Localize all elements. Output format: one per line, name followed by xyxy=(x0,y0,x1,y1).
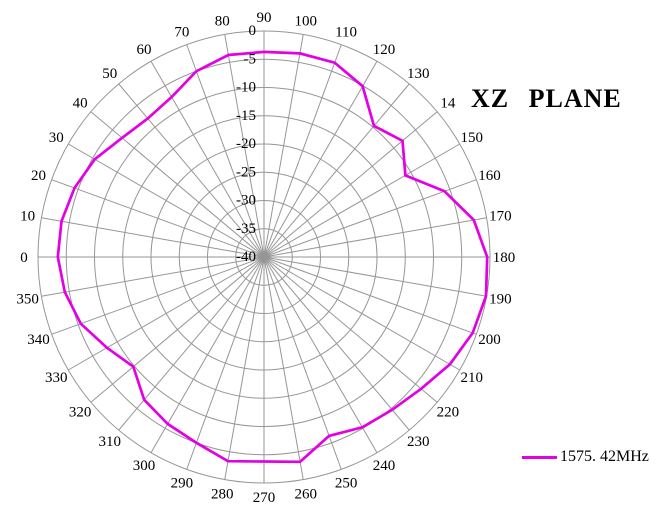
legend-line-swatch xyxy=(522,455,557,459)
legend-frequency-label: 1575. 42MHz xyxy=(560,448,649,465)
grid-spoke xyxy=(263,256,438,403)
angle-label: 40 xyxy=(73,96,88,112)
grid-spoke xyxy=(263,256,304,480)
angle-label: 230 xyxy=(407,434,430,450)
angle-label: 90 xyxy=(257,10,272,26)
angle-label: 290 xyxy=(171,476,194,492)
angle-label: 250 xyxy=(335,476,358,492)
angle-label: 210 xyxy=(461,370,484,386)
grid-spoke xyxy=(263,111,438,258)
db-tick-label: -15 xyxy=(236,108,256,124)
db-tick-label: -40 xyxy=(236,249,256,265)
angle-label: 130 xyxy=(407,66,430,82)
angle-label: 30 xyxy=(49,130,64,146)
grid-spoke xyxy=(41,217,265,258)
angle-label: 200 xyxy=(478,332,501,348)
grid-spoke xyxy=(118,256,265,431)
angle-label: 170 xyxy=(489,208,512,224)
angle-label: 270 xyxy=(253,490,276,506)
grid-spoke xyxy=(118,83,265,258)
grid-spoke xyxy=(263,256,487,297)
grid-spoke xyxy=(263,34,304,258)
grid-spoke xyxy=(224,256,265,480)
angle-label: 160 xyxy=(478,168,501,184)
grid-spoke xyxy=(263,44,342,258)
angle-label: 0 xyxy=(20,250,28,266)
grid-spoke xyxy=(68,256,265,371)
grid-spoke xyxy=(263,61,378,258)
radiation-pattern-curve xyxy=(56,50,489,464)
angle-label: 14 xyxy=(440,96,456,112)
grid-spoke xyxy=(41,256,265,297)
angle-label: 240 xyxy=(373,458,396,474)
legend: 1575. 42MHz xyxy=(522,448,649,466)
grid-spoke xyxy=(51,179,265,258)
grid-spoke xyxy=(263,256,342,470)
grid-spoke xyxy=(263,179,477,258)
db-tick-label: -10 xyxy=(236,80,256,96)
angle-label: 120 xyxy=(373,42,396,58)
grid-spoke xyxy=(224,34,265,258)
db-tick-label: -30 xyxy=(236,193,256,209)
angle-label: 60 xyxy=(137,42,152,58)
angle-label: 220 xyxy=(437,404,460,420)
angle-label: 80 xyxy=(215,14,230,30)
angle-label: 190 xyxy=(489,292,512,308)
angle-label: 320 xyxy=(69,404,92,420)
grid-spoke xyxy=(186,44,265,258)
grid-spoke xyxy=(263,256,378,453)
plane-title: XZ PLANE xyxy=(471,84,622,113)
grid-spoke xyxy=(150,61,265,258)
pattern-curves xyxy=(56,50,489,464)
grid-spoke xyxy=(263,217,487,258)
db-tick-label: -5 xyxy=(244,51,257,67)
angle-label: 180 xyxy=(493,250,516,266)
grid-spoke xyxy=(263,256,410,431)
angle-label: 310 xyxy=(98,434,121,450)
angle-label: 100 xyxy=(294,14,317,30)
grid-spoke xyxy=(150,256,265,453)
angle-label: 50 xyxy=(102,66,117,82)
grid-spoke xyxy=(51,256,265,335)
angle-label: 10 xyxy=(20,208,35,224)
grid-spoke xyxy=(90,256,265,403)
angle-label: 70 xyxy=(174,25,189,41)
grid-spoke xyxy=(90,111,265,258)
angle-label: 350 xyxy=(16,292,39,308)
angle-label: 300 xyxy=(133,458,156,474)
angle-label: 280 xyxy=(211,486,234,502)
grid-spoke xyxy=(263,143,460,258)
polar-grid xyxy=(37,30,491,484)
db-tick-label: 0 xyxy=(249,23,257,39)
grid-spoke xyxy=(263,83,410,258)
grid-spoke xyxy=(263,256,460,371)
grid-spoke xyxy=(68,143,265,258)
angle-label: 260 xyxy=(294,486,317,502)
angle-label: 340 xyxy=(27,332,50,348)
angle-label: 330 xyxy=(45,370,68,386)
db-tick-label: -25 xyxy=(236,164,256,180)
db-tick-label: -20 xyxy=(236,136,256,152)
grid-spoke xyxy=(263,256,477,335)
db-tick-label: -35 xyxy=(236,221,256,237)
axis-labels: 0 10 20 30 40 50 60 70 80 90 100 110 120 130 14 150 160 1… xyxy=(16,10,515,506)
grid-spoke xyxy=(186,256,265,470)
angle-label: 110 xyxy=(335,25,357,41)
angle-label: 150 xyxy=(461,130,484,146)
angle-label: 20 xyxy=(31,168,46,184)
